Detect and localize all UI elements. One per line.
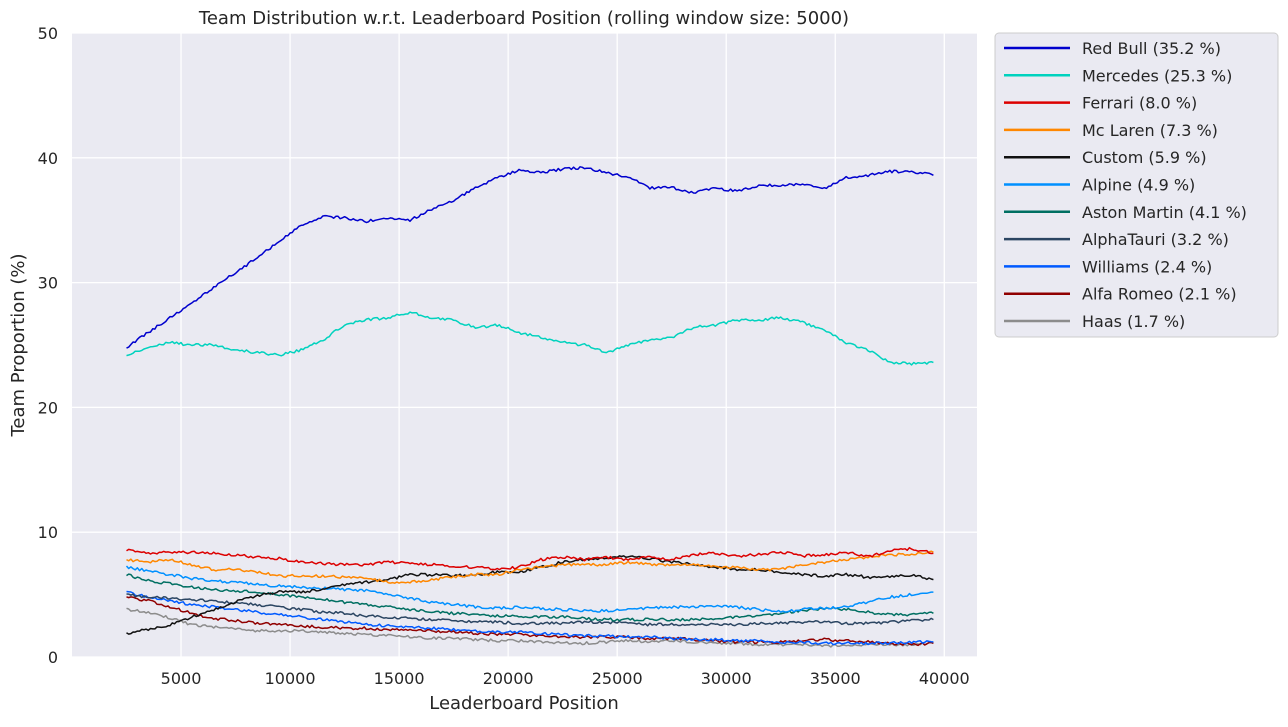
y-tick-label: 50 xyxy=(38,24,58,43)
y-tick-label: 30 xyxy=(38,274,58,293)
y-tick-labels: 0 10 20 30 40 50 xyxy=(38,24,58,667)
series-line xyxy=(126,555,934,635)
series-line xyxy=(126,596,934,647)
series-line xyxy=(126,311,934,366)
series-line xyxy=(126,607,934,648)
x-tick-label: 30000 xyxy=(701,669,752,688)
legend-label: Red Bull (35.2 %) xyxy=(1082,39,1221,58)
legend-label: Ferrari (8.0 %) xyxy=(1082,94,1197,113)
x-tick-label: 5000 xyxy=(161,669,202,688)
series-line xyxy=(126,573,934,622)
x-tick-label: 40000 xyxy=(919,669,970,688)
legend-frame xyxy=(994,32,1279,338)
x-tick-label: 25000 xyxy=(592,669,643,688)
y-axis-label: Team Proportion (%) xyxy=(8,253,29,437)
x-tick-label: 35000 xyxy=(810,669,861,688)
x-tick-label: 15000 xyxy=(374,669,425,688)
legend-label: AlphaTauri (3.2 %) xyxy=(1082,230,1229,249)
series-line xyxy=(126,590,934,646)
x-tick-labels: 5000 10000 15000 20000 25000 30000 35000 40000 xyxy=(161,669,970,688)
legend-label: Alfa Romeo (2.1 %) xyxy=(1082,285,1237,304)
chart-title: Team Distribution w.r.t. Leaderboard Pos… xyxy=(198,8,849,29)
legend-label: Aston Martin (4.1 %) xyxy=(1082,203,1247,222)
y-tick-label: 0 xyxy=(48,648,58,667)
x-tick-label: 10000 xyxy=(265,669,316,688)
x-axis-label: Leaderboard Position xyxy=(429,693,619,714)
series-line xyxy=(126,550,934,584)
legend-label: Williams (2.4 %) xyxy=(1082,257,1212,276)
y-tick-label: 40 xyxy=(38,149,58,168)
legend-label: Mercedes (25.3 %) xyxy=(1082,66,1232,85)
legend-label: Alpine (4.9 %) xyxy=(1082,176,1195,195)
grid-lines xyxy=(72,32,977,658)
legend-label: Haas (1.7 %) xyxy=(1082,312,1185,331)
x-tick-label: 20000 xyxy=(483,669,534,688)
y-tick-label: 20 xyxy=(38,398,58,417)
series-line xyxy=(126,593,934,627)
series-line xyxy=(126,166,934,349)
y-tick-label: 10 xyxy=(38,523,58,542)
series-lines xyxy=(125,166,934,648)
legend-label: Mc Laren (7.3 %) xyxy=(1082,121,1218,140)
series-line xyxy=(125,565,934,613)
series-line xyxy=(126,546,934,571)
legend-label: Custom (5.9 %) xyxy=(1082,148,1207,167)
legend: Red Bull (35.2 %) Mercedes (25.3 %) Ferrar… xyxy=(994,32,1279,338)
